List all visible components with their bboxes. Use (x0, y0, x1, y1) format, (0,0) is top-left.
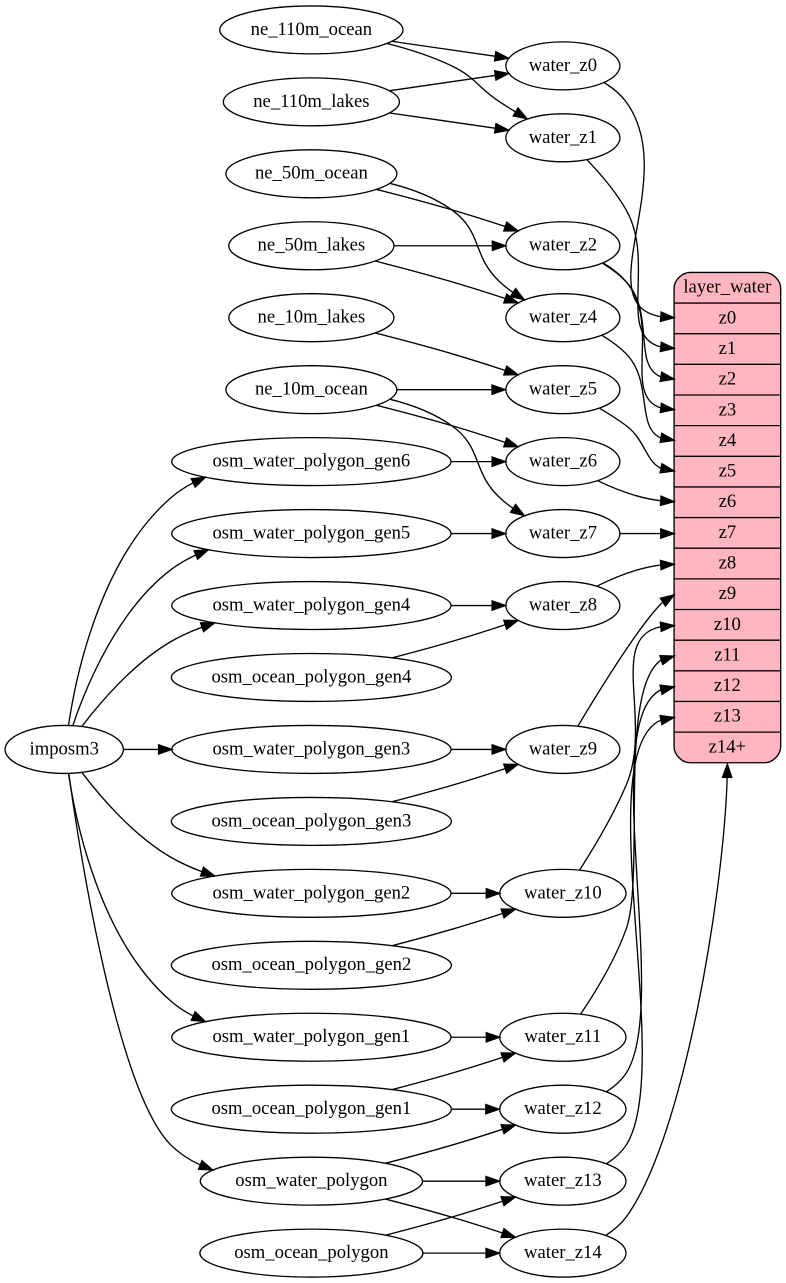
svg-text:ne_50m_ocean: ne_50m_ocean (255, 163, 369, 184)
svg-text:osm_water_polygon_gen6: osm_water_polygon_gen6 (212, 451, 410, 472)
svg-text:water_z2: water_z2 (529, 235, 597, 256)
svg-text:water_z4: water_z4 (529, 307, 598, 328)
svg-text:ne_110m_ocean: ne_110m_ocean (251, 19, 373, 40)
svg-text:z5: z5 (719, 461, 737, 482)
svg-text:water_z7: water_z7 (529, 522, 597, 543)
svg-text:z12: z12 (714, 675, 741, 696)
svg-text:ne_10m_ocean: ne_10m_ocean (255, 379, 369, 400)
svg-text:z1: z1 (719, 338, 737, 359)
svg-text:water_z9: water_z9 (529, 738, 597, 759)
svg-text:water_z5: water_z5 (529, 379, 597, 400)
svg-text:water_z0: water_z0 (529, 55, 597, 76)
svg-text:osm_water_polygon_gen4: osm_water_polygon_gen4 (212, 594, 410, 615)
svg-text:water_z8: water_z8 (529, 594, 597, 615)
svg-text:z2: z2 (719, 369, 737, 390)
svg-text:water_z14: water_z14 (524, 1242, 602, 1263)
svg-text:water_z1: water_z1 (529, 127, 597, 148)
svg-text:z9: z9 (719, 583, 737, 604)
svg-text:z14+: z14+ (709, 736, 746, 757)
svg-text:z7: z7 (719, 522, 737, 543)
svg-text:water_z6: water_z6 (529, 451, 597, 472)
svg-text:z0: z0 (719, 307, 737, 328)
svg-text:z13: z13 (714, 706, 741, 727)
svg-text:ne_50m_lakes: ne_50m_lakes (258, 235, 366, 256)
svg-text:osm_ocean_polygon_gen4: osm_ocean_polygon_gen4 (211, 666, 412, 687)
svg-text:water_z10: water_z10 (524, 882, 602, 903)
svg-text:layer_water: layer_water (683, 277, 772, 298)
svg-text:osm_water_polygon_gen3: osm_water_polygon_gen3 (212, 738, 410, 759)
svg-text:z11: z11 (714, 644, 740, 665)
svg-text:osm_ocean_polygon_gen1: osm_ocean_polygon_gen1 (211, 1098, 411, 1119)
svg-text:imposm3: imposm3 (30, 738, 99, 759)
svg-text:ne_110m_lakes: ne_110m_lakes (253, 91, 369, 112)
svg-text:water_z12: water_z12 (524, 1098, 602, 1119)
svg-text:osm_water_polygon: osm_water_polygon (235, 1170, 388, 1191)
svg-text:z10: z10 (714, 614, 741, 635)
svg-text:ne_10m_lakes: ne_10m_lakes (258, 307, 366, 328)
svg-text:osm_ocean_polygon_gen2: osm_ocean_polygon_gen2 (211, 954, 411, 975)
svg-text:water_z11: water_z11 (524, 1026, 601, 1047)
svg-text:osm_water_polygon_gen5: osm_water_polygon_gen5 (212, 522, 410, 543)
svg-text:z4: z4 (719, 430, 737, 451)
svg-text:water_z13: water_z13 (524, 1170, 602, 1191)
svg-text:z6: z6 (719, 491, 737, 512)
svg-text:osm_water_polygon_gen1: osm_water_polygon_gen1 (212, 1026, 410, 1047)
svg-text:z3: z3 (719, 399, 737, 420)
svg-text:z8: z8 (719, 552, 737, 573)
svg-text:osm_ocean_polygon_gen3: osm_ocean_polygon_gen3 (211, 810, 411, 831)
svg-text:osm_ocean_polygon: osm_ocean_polygon (234, 1242, 389, 1263)
svg-text:osm_water_polygon_gen2: osm_water_polygon_gen2 (212, 882, 410, 903)
